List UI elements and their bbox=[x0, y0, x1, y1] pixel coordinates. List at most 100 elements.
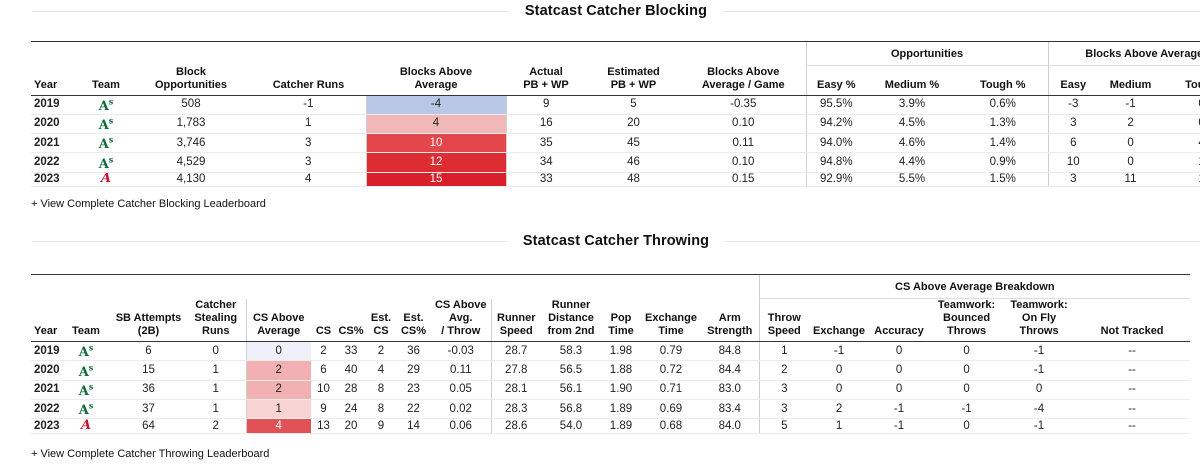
throwing-cell: -- bbox=[1074, 360, 1191, 381]
blocking-cell: 48 bbox=[586, 172, 681, 188]
throwing-cell: -1 bbox=[929, 399, 1005, 420]
blocking-cell: 11 bbox=[1098, 172, 1164, 188]
year-cell: 2022 bbox=[31, 152, 81, 173]
throwing-cell: 2 bbox=[366, 341, 396, 362]
blocking-cell: 3 bbox=[251, 152, 366, 173]
throwing-header-16[interactable]: Exchange bbox=[809, 298, 870, 342]
blocking-header-3[interactable]: Catcher Runs bbox=[251, 65, 366, 96]
throwing-header-3[interactable]: Catcher Stealing Runs bbox=[186, 298, 246, 342]
throwing-cell: 1 bbox=[186, 399, 246, 420]
year-cell: 2023 bbox=[31, 172, 81, 188]
throwing-cell: 0.02 bbox=[431, 399, 491, 420]
team-cell[interactable]: As bbox=[61, 380, 111, 400]
blocking-header-11[interactable]: Easy bbox=[1047, 65, 1099, 96]
throwing-header-14[interactable]: Arm Strength bbox=[701, 298, 760, 342]
team-cell[interactable]: As bbox=[81, 114, 131, 135]
throwing-header-4[interactable]: CS Above Average bbox=[245, 298, 311, 342]
throwing-header-19[interactable]: Teamwork: On Fly Throws bbox=[1004, 298, 1075, 342]
table-row: 2021 As 36 1 2 10 28 8 23 0.05 28.1 56.1 1.90 0.71 83.… bbox=[31, 380, 1191, 400]
team-cell[interactable]: As bbox=[61, 399, 111, 420]
blocking-header-0[interactable]: Year bbox=[31, 65, 81, 96]
blocking-cell: 3 bbox=[1047, 114, 1099, 135]
throwing-cell: 0.69 bbox=[641, 399, 701, 420]
blocking-heat-cell: -4 bbox=[365, 95, 506, 115]
throwing-cell: 56.8 bbox=[541, 399, 601, 420]
throwing-header-0[interactable]: Year bbox=[31, 298, 61, 342]
throwing-cell: -1 bbox=[1004, 341, 1075, 362]
throwing-cell: -- bbox=[1074, 418, 1191, 434]
blocking-cell: 10 bbox=[1047, 152, 1099, 173]
blocking-cell: 0.6% bbox=[958, 95, 1049, 115]
team-cell[interactable]: As bbox=[61, 360, 111, 381]
throwing-header-9[interactable]: CS Above Avg. / Throw bbox=[431, 298, 491, 342]
year-cell: 2019 bbox=[31, 95, 81, 115]
team-cell[interactable]: As bbox=[61, 341, 111, 362]
blocking-header-13[interactable]: Tough bbox=[1163, 65, 1200, 96]
throwing-header-20[interactable]: Not Tracked bbox=[1074, 298, 1191, 342]
blocking-header-7[interactable]: Blocks Above Average / Game bbox=[681, 65, 806, 96]
throwing-header-8[interactable]: Est. CS% bbox=[396, 298, 431, 342]
throwing-cell: 10 bbox=[311, 380, 336, 400]
throwing-cell: 1 bbox=[809, 418, 870, 434]
year-cell: 2020 bbox=[31, 114, 81, 135]
blocking-header-1[interactable]: Team bbox=[81, 65, 131, 96]
team-cell[interactable]: A bbox=[81, 172, 131, 188]
throwing-cell: 64 bbox=[111, 418, 186, 434]
blocking-cell: 508 bbox=[131, 95, 251, 115]
table-row: 2022 As 37 1 1 9 24 8 22 0.02 28.3 56.8 1.89 0.69 83.4… bbox=[31, 399, 1191, 420]
throwing-cell: 14 bbox=[396, 418, 431, 434]
throwing-header-6[interactable]: CS% bbox=[336, 298, 366, 342]
throwing-cell: 0 bbox=[929, 360, 1005, 381]
year-cell: 2020 bbox=[31, 360, 61, 381]
blocking-header-2[interactable]: Block Opportunities bbox=[131, 65, 251, 96]
throwing-header-15[interactable]: Throw Speed bbox=[758, 298, 810, 342]
throwing-cell: 6 bbox=[311, 360, 336, 381]
throwing-cell: -4 bbox=[1004, 399, 1075, 420]
throwing-header-13[interactable]: Exchange Time bbox=[641, 298, 701, 342]
throwing-cell: 0 bbox=[869, 360, 930, 381]
blocking-cell: 4 bbox=[251, 172, 366, 188]
blocking-header-6[interactable]: Estimated PB + WP bbox=[586, 65, 681, 96]
throwing-header-10[interactable]: Runner Speed bbox=[490, 298, 541, 342]
blocking-header-9[interactable]: Medium % bbox=[866, 65, 958, 96]
throwing-cell: 0 bbox=[186, 341, 246, 362]
team-cell[interactable]: A bbox=[61, 418, 111, 434]
team-cell[interactable]: As bbox=[81, 152, 131, 173]
throwing-header-11[interactable]: Runner Distance from 2nd bbox=[541, 298, 601, 342]
throwing-cell: 0.05 bbox=[431, 380, 491, 400]
blocking-header-12[interactable]: Medium bbox=[1098, 65, 1164, 96]
cs-above-average-breakdown-group-header: CS Above Average Breakdown bbox=[758, 274, 1191, 299]
throwing-cell: -1 bbox=[809, 341, 870, 362]
team-cell[interactable]: As bbox=[81, 95, 131, 115]
throwing-header-1[interactable]: Team bbox=[61, 298, 111, 342]
table-row: 2023 A 64 2 4 13 20 9 14 0.06 28.6 54.0 1.89 0.68 84.0… bbox=[31, 418, 1191, 434]
blocking-cell: 0 bbox=[1098, 133, 1164, 154]
blocking-cell: 0.9% bbox=[958, 152, 1049, 173]
athletics-logo-icon: As bbox=[98, 115, 114, 134]
throwing-leaderboard-link[interactable]: + View Complete Catcher Throwing Leaderb… bbox=[31, 448, 270, 460]
blocking-header-8[interactable]: Easy % bbox=[805, 65, 866, 96]
throwing-cell: 3 bbox=[758, 380, 810, 400]
team-cell[interactable]: As bbox=[81, 133, 131, 154]
blocking-header-5[interactable]: Actual PB + WP bbox=[506, 65, 586, 96]
blocking-cell: 4,529 bbox=[131, 152, 251, 173]
blocking-header-4[interactable]: Blocks Above Average bbox=[366, 65, 506, 96]
blocking-leaderboard-link[interactable]: + View Complete Catcher Blocking Leaderb… bbox=[31, 198, 266, 210]
blocking-cell: 35 bbox=[505, 133, 586, 154]
blocking-header-10[interactable]: Tough % bbox=[958, 65, 1049, 96]
throwing-header-7[interactable]: Est. CS bbox=[366, 298, 396, 342]
throwing-heat-cell: 2 bbox=[245, 380, 311, 400]
throwing-header-18[interactable]: Teamwork: Bounced Throws bbox=[929, 298, 1005, 342]
blocking-cell: 4.4% bbox=[866, 152, 958, 173]
throwing-header-5[interactable]: CS bbox=[311, 298, 336, 342]
throwing-cell: 56.5 bbox=[541, 360, 601, 381]
throwing-cell: 33 bbox=[336, 341, 366, 362]
throwing-header-17[interactable]: Accuracy bbox=[869, 298, 930, 342]
throwing-header-12[interactable]: Pop Time bbox=[601, 298, 641, 342]
throwing-cell: 0 bbox=[869, 380, 930, 400]
blocking-cell: 94.8% bbox=[805, 152, 866, 173]
throwing-header-2[interactable]: SB Attempts (2B) bbox=[111, 298, 186, 342]
throwing-cell: 28.3 bbox=[490, 399, 541, 420]
throwing-cell: -- bbox=[1074, 399, 1191, 420]
throwing-cell: -1 bbox=[1004, 360, 1075, 381]
